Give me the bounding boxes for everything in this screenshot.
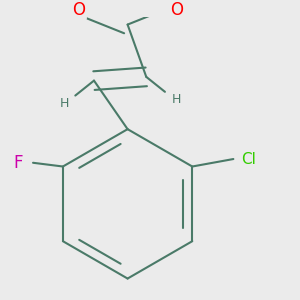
Text: O: O xyxy=(169,1,183,19)
Text: F: F xyxy=(13,154,23,172)
Text: H: H xyxy=(172,93,181,106)
Text: Cl: Cl xyxy=(241,152,256,166)
Text: O: O xyxy=(73,1,85,19)
Text: H: H xyxy=(59,97,69,110)
